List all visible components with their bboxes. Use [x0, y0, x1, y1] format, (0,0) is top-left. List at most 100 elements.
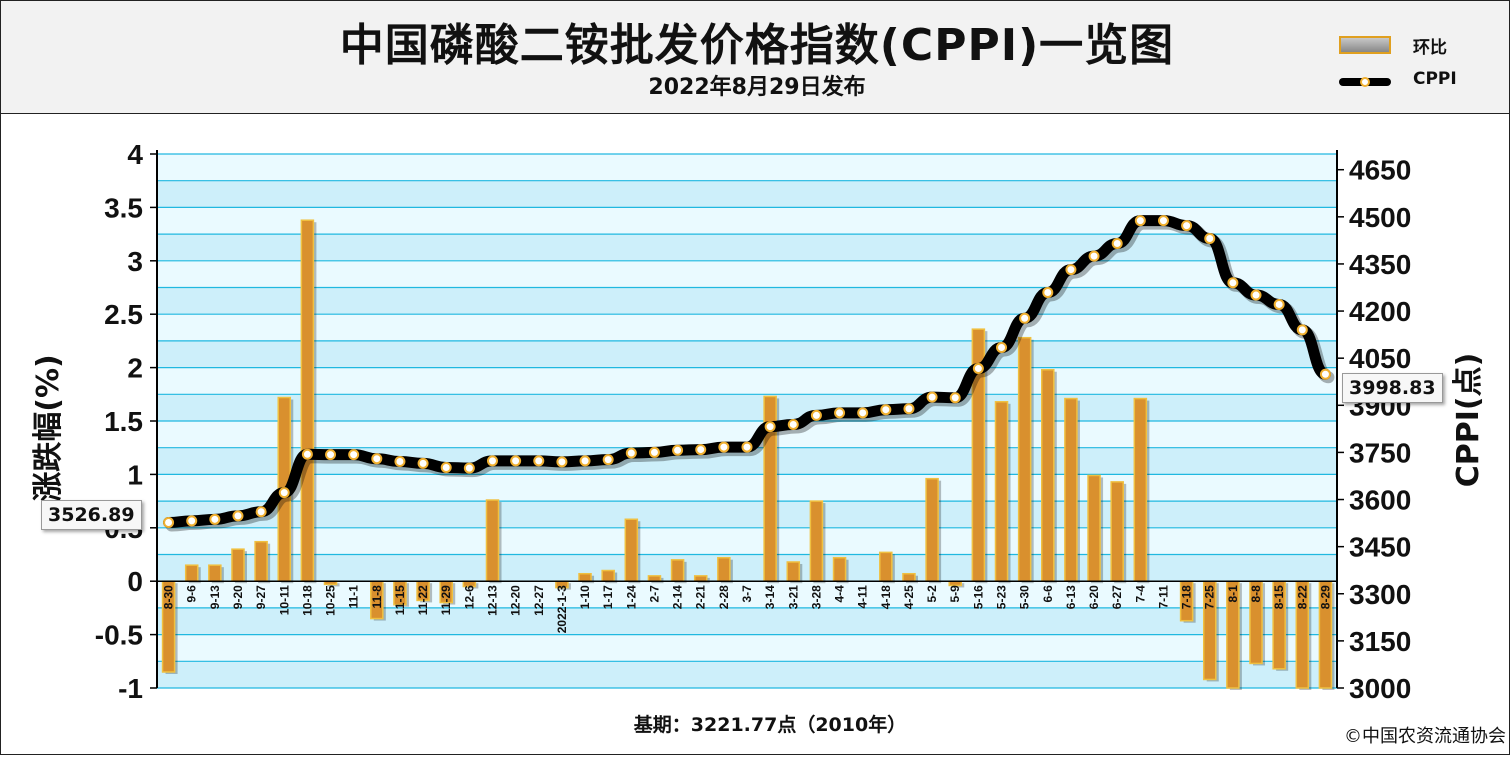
cppi-point-4-11 — [857, 407, 869, 419]
x-tick-label: 7-18 — [1180, 585, 1194, 609]
left-tick-label: 0 — [127, 566, 143, 597]
bar-2-14 — [670, 559, 685, 582]
right-axis-title: CPPI(点) — [1451, 353, 1486, 488]
cppi-point-7-11 — [1157, 215, 1169, 227]
x-tick-label: 1-17 — [601, 585, 615, 609]
bar-5-30 — [1017, 336, 1032, 582]
x-tick-label: 11-8 — [370, 585, 384, 609]
cppi-point-7-18 — [1181, 220, 1193, 232]
cppi-point-11-8 — [371, 453, 383, 465]
cppi-point-2-21 — [695, 444, 707, 456]
bar-9-27 — [254, 540, 268, 582]
bar-5-23 — [994, 401, 1009, 582]
x-tick-label: 4-18 — [879, 585, 893, 609]
end-value-callout: 3998.83 — [1342, 373, 1443, 403]
legend-marker-swatch — [1360, 77, 1370, 87]
left-tick-label: 1.5 — [104, 406, 143, 437]
x-tick-label: 4-25 — [902, 585, 916, 609]
cppi-point-6-6 — [1042, 287, 1054, 299]
chart-header: 中国磷酸二铵批发价格指数(CPPI)一览图 2022年8月29日发布 环比 CP… — [1, 1, 1509, 114]
plot-band — [157, 527, 1337, 555]
cppi-point-8-22 — [1296, 324, 1308, 336]
cppi-point-1-17 — [602, 454, 614, 466]
x-tick-label: 12-20 — [509, 585, 523, 616]
x-tick-label: 3-21 — [786, 585, 800, 609]
right-tick-label: 3150 — [1349, 626, 1411, 657]
cppi-point-11-22 — [417, 457, 429, 469]
right-tick-label: 4050 — [1349, 343, 1411, 374]
cppi-point-12-13 — [486, 455, 498, 467]
x-tick-label: 8-22 — [1295, 585, 1309, 609]
cppi-point-5-2 — [926, 391, 938, 403]
left-tick-label: -0.5 — [95, 620, 143, 651]
bar-5-2 — [925, 477, 939, 582]
x-tick-label: 4-11 — [856, 585, 870, 609]
bar-9-6 — [184, 564, 199, 582]
x-tick-label: 10-18 — [300, 585, 314, 616]
x-tick-label: 8-29 — [1318, 585, 1332, 609]
left-tick-label: -1 — [118, 673, 143, 704]
cppi-point-3-21 — [787, 418, 799, 430]
x-tick-label: 10-11 — [277, 585, 291, 615]
x-tick-label: 8-30 — [162, 585, 176, 609]
right-tick-label: 3300 — [1349, 579, 1411, 610]
x-tick-label: 1-24 — [624, 585, 638, 609]
bar-6-20 — [1087, 474, 1101, 582]
cppi-point-6-20 — [1088, 250, 1100, 262]
x-tick-label: 2022-1-3 — [555, 585, 569, 633]
plot-band — [157, 154, 1337, 181]
left-tick-label: 2 — [127, 353, 143, 384]
left-tick-label: 3 — [127, 246, 143, 277]
plot-band — [157, 260, 1337, 288]
x-tick-label: 3-14 — [763, 585, 777, 609]
right-tick-label: 3450 — [1349, 532, 1411, 563]
bar-6-6 — [1041, 368, 1055, 582]
left-y-tick-labels: 43.532.521.510.50-0.5-1 — [95, 139, 144, 704]
x-tick-label: 7-11 — [1156, 585, 1170, 609]
legend-label-cppi: CPPI — [1413, 69, 1457, 89]
cppi-point-1-10 — [579, 455, 591, 467]
cppi-point-11-29 — [440, 461, 452, 473]
cppi-point-5-9 — [949, 392, 961, 404]
x-tick-label: 12-27 — [532, 585, 546, 616]
x-tick-label: 2-28 — [717, 585, 731, 609]
right-y-tick-labels: 4650450043504200405039003750360034503300… — [1349, 155, 1411, 704]
cppi-point-12-27 — [533, 455, 545, 467]
bar-2-28 — [717, 556, 731, 582]
x-tick-label: 12-13 — [485, 585, 499, 616]
x-tick-label: 10-25 — [324, 585, 338, 616]
x-tick-label: 5-9 — [948, 585, 962, 603]
cppi-point-8-1 — [1227, 277, 1239, 289]
left-tick-label: 4 — [127, 139, 143, 170]
chart-legend: 环比 CPPI — [1339, 31, 1509, 101]
plot-band — [157, 474, 1337, 502]
x-tick-label: 5-16 — [971, 585, 985, 609]
right-tick-label: 3000 — [1349, 673, 1411, 704]
bar-9-20 — [231, 548, 245, 582]
x-tick-label: 3-28 — [809, 585, 823, 609]
bar-2-21 — [693, 575, 708, 582]
cppi-point-8-8 — [1250, 289, 1262, 301]
x-tick-label: 6-27 — [1110, 585, 1124, 609]
bar-3-28 — [809, 500, 824, 582]
cppi-point-12-6 — [463, 462, 475, 474]
bar-4-4 — [832, 556, 847, 582]
x-tick-label: 6-20 — [1087, 585, 1101, 609]
bar-1-17 — [601, 569, 615, 582]
cppi-point-11-15 — [394, 456, 406, 468]
legend-label-change: 环比 — [1413, 38, 1447, 58]
bar-12-13 — [485, 499, 500, 582]
x-tick-label: 9-6 — [185, 585, 199, 603]
cppi-point-8-29 — [1319, 368, 1331, 380]
chart-subtitle: 2022年8月29日发布 — [648, 75, 866, 100]
cppi-point-10-18 — [301, 448, 313, 460]
right-tick-label: 4500 — [1349, 202, 1411, 233]
cppi-point-6-13 — [1065, 264, 1077, 276]
cppi-point-2-28 — [718, 441, 730, 453]
cppi-point-7-25 — [1204, 232, 1216, 244]
x-tick-label: 9-27 — [254, 585, 268, 609]
plot-band — [157, 367, 1337, 395]
chart-title: 中国磷酸二铵批发价格指数(CPPI)一览图 — [339, 20, 1175, 71]
x-tick-labels: 8-30 9-6 9-13 9-20 9-27 10-11 10-18 10-25 11-1 11… — [162, 585, 1333, 633]
bar-3-21 — [786, 561, 801, 582]
